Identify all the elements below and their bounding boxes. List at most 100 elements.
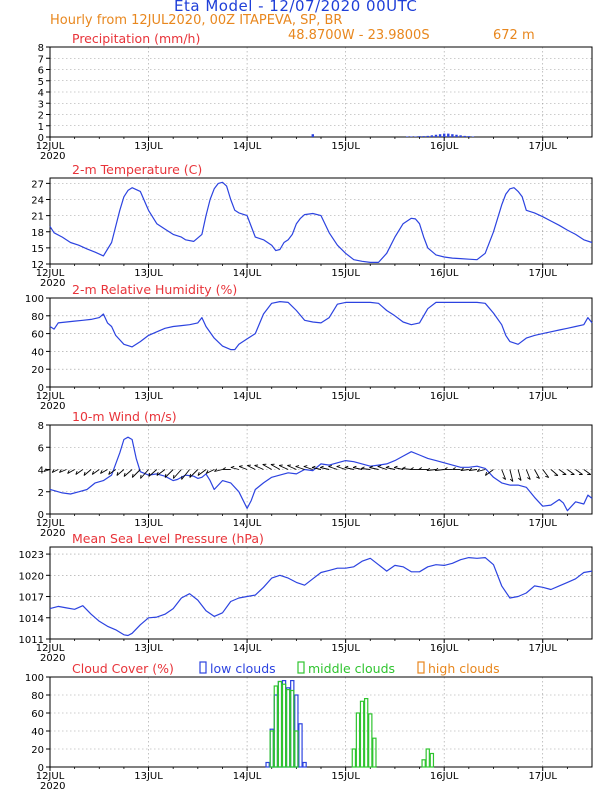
wind-barb-head xyxy=(502,477,506,480)
cloud-xtick-label: 17JUL xyxy=(528,771,557,782)
precip-bar xyxy=(422,136,425,137)
cloud-ytick-label: 20 xyxy=(31,745,44,756)
wind-barb-head xyxy=(75,470,78,475)
wind-barb-head xyxy=(536,476,540,479)
rh-ytick-label: 0 xyxy=(38,383,44,394)
precip-plot-frame xyxy=(49,46,593,138)
temp-ytick-label: 24 xyxy=(31,196,44,207)
cloud-plot-frame xyxy=(49,676,593,768)
temp-xtick-label: 15JUL xyxy=(331,268,360,279)
wind-barb-head xyxy=(287,464,291,466)
rh-xtick-label: 17JUL xyxy=(528,391,557,402)
wind-barb xyxy=(197,469,207,476)
chart-title: Eta Model - 12/07/2020 00UTC xyxy=(174,0,418,15)
wind-barb xyxy=(59,469,67,473)
precip-bar xyxy=(442,133,446,137)
wind-barb xyxy=(287,465,297,470)
wind-barb-head xyxy=(545,475,549,478)
wind-barb xyxy=(75,469,84,475)
rh-xtick-label: 14JUL xyxy=(233,391,262,402)
wind-barb-head xyxy=(164,473,167,478)
wind-barb xyxy=(83,469,92,476)
wind-barb xyxy=(402,468,412,470)
precip-xtick-label: 16JUL xyxy=(430,141,459,152)
precip-bar xyxy=(414,136,417,137)
wind-barb xyxy=(394,467,404,470)
precip-ytick-label: 8 xyxy=(38,43,44,54)
wind-barb-head xyxy=(311,465,316,468)
mslp-ytick-label: 1020 xyxy=(19,571,44,582)
wind-barb-head xyxy=(518,477,522,481)
temp-ytick-label: 18 xyxy=(31,228,44,239)
wind-barb-head xyxy=(238,465,243,467)
cloud-bar-middle-clouds xyxy=(351,748,357,768)
mslp-plot-frame xyxy=(49,546,593,640)
temp-ytick-label: 12 xyxy=(31,260,44,271)
wind-barb xyxy=(328,466,338,470)
rh-ytick-label: 40 xyxy=(31,347,44,358)
wind-barb xyxy=(295,466,305,470)
temp-ytick-label: 15 xyxy=(31,244,44,255)
precip-xtick-label: 12JUL xyxy=(36,141,65,152)
temp-xtick-label: 13JUL xyxy=(134,268,163,279)
mslp-ytick-label: 1014 xyxy=(19,614,44,625)
wind-barb-head xyxy=(434,467,439,471)
wind-barb-head xyxy=(444,467,448,470)
wind-barb-head xyxy=(91,470,94,475)
temp-ytick-label: 21 xyxy=(31,212,44,223)
wind-barb xyxy=(575,469,583,475)
wind-panel-title: 10-m Wind (m/s) xyxy=(72,409,177,424)
wind-barb xyxy=(270,464,281,470)
cloud-bar-middle-clouds xyxy=(363,697,369,768)
wind-barb-head xyxy=(328,465,333,467)
wind-barb xyxy=(181,469,190,480)
wind-barb-head xyxy=(205,470,209,474)
cloud-bar-middle-clouds xyxy=(429,752,435,768)
wind-barb-head xyxy=(189,473,191,478)
station-coordinates: 48.8700W - 23.9800S xyxy=(288,28,430,43)
precip-ytick-label: 5 xyxy=(38,77,44,88)
wind-barb xyxy=(534,469,540,479)
wind-barb-head xyxy=(116,471,119,476)
wind-barb xyxy=(156,469,166,476)
cloud-bar-middle-clouds xyxy=(355,712,361,768)
cloud-bar-middle-clouds xyxy=(281,683,287,768)
precip-bar xyxy=(410,136,413,137)
cloud-xtick-label: 15JUL xyxy=(331,771,360,782)
cloud-ytick-label: 100 xyxy=(25,673,44,684)
precip-ytick-label: 2 xyxy=(38,111,44,122)
wind-barb-head xyxy=(452,467,456,470)
wind-ytick-label: 8 xyxy=(38,421,44,432)
precip-bar xyxy=(311,134,314,137)
wind-barb-head xyxy=(222,467,226,470)
precip-bar xyxy=(447,133,450,137)
temp-xtick-label: 16JUL xyxy=(430,268,459,279)
mslp-xtick-label: 17JUL xyxy=(528,643,557,654)
cloud-xtick-label: 16JUL xyxy=(430,771,459,782)
wind-barb-head xyxy=(468,467,473,471)
temp-ytick-label: 27 xyxy=(31,179,44,190)
wind-ytick-label: 2 xyxy=(38,488,44,499)
wind-barb xyxy=(468,469,478,471)
cloud-bar-middle-clouds xyxy=(269,730,274,768)
wind-barb-head xyxy=(361,466,365,469)
rh-ytick-label: 80 xyxy=(31,312,44,323)
wind-barb-head xyxy=(418,467,423,470)
cloud-legend-label: high clouds xyxy=(428,661,500,676)
precip-ytick-label: 6 xyxy=(38,66,44,77)
precip-bar xyxy=(426,135,429,137)
precip-bar xyxy=(418,136,421,137)
precip-bar xyxy=(430,135,434,137)
wind-barb-head xyxy=(320,465,324,468)
wind-barb xyxy=(43,469,51,472)
wind-barb-head xyxy=(148,472,151,477)
wind-barb-head xyxy=(509,478,514,482)
wind-barb xyxy=(311,467,322,470)
wind-xtick-label: 13JUL xyxy=(134,518,163,529)
wind-barb-head xyxy=(67,470,70,474)
wind-barb-head xyxy=(303,465,308,467)
wind-barb xyxy=(67,469,75,474)
rh-year-label: 2020 xyxy=(40,401,65,412)
wind-barb-head xyxy=(527,477,531,480)
wind-barb-head xyxy=(344,465,349,468)
